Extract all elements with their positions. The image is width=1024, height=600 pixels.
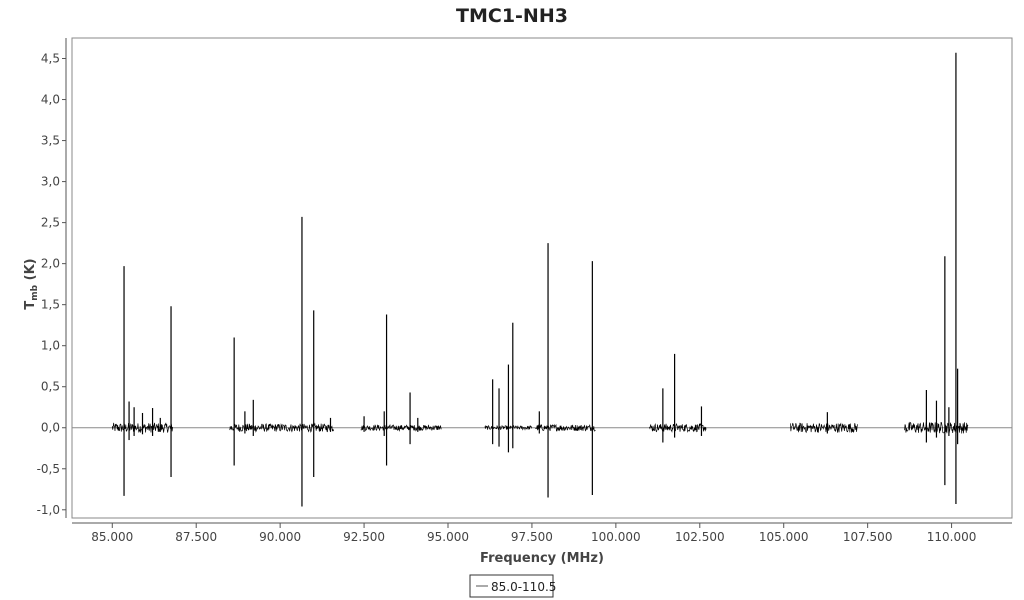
y-tick-label: -0,5 [37,462,60,476]
y-tick-label: 1,5 [41,298,60,312]
x-tick-label: 105.000 [759,530,809,544]
x-tick-label: 107.500 [843,530,893,544]
noise-segment [229,422,335,433]
y-tick-label: -1,0 [37,503,60,517]
y-axis-label-main: T [23,301,38,310]
y-tick-label: 0,0 [41,421,60,435]
noise-segment [649,423,707,433]
x-tick-label: 100.000 [591,530,641,544]
x-tick-label: 90.000 [259,530,301,544]
x-tick-label: 85.000 [91,530,133,544]
y-tick-label: 2,0 [41,257,60,271]
y-tick-label: 0,5 [41,380,60,394]
series-85-110 [111,52,969,507]
y-axis-label-sub: mb [30,284,40,300]
y-tick-label: 4,5 [41,52,60,66]
legend-entry-label: 85.0-110.5 [491,580,556,594]
legend[interactable]: 85.0-110.5 [469,574,556,598]
y-axis-ticks: -1,0 -0,5 0,0 0,5 1,0 1,5 2,0 2,5 3,0 3,5 4,0 4,5 [37,52,66,517]
x-tick-label: 97.500 [511,530,553,544]
legend-box [469,574,554,598]
x-tick-label: 92.500 [343,530,385,544]
y-tick-label: 3,0 [41,175,60,189]
y-axis-label-unit: (K) [23,258,38,284]
x-tick-label: 110.000 [927,530,977,544]
noise-segment [535,423,596,432]
y-tick-label: 1,0 [41,339,60,353]
noise-segment [360,424,442,432]
y-axis-label: Tmb (K) [23,258,40,309]
x-tick-label: 87.500 [175,530,217,544]
x-axis-ticks: 85.000 87.500 90.000 92.500 95.000 97.500 100.… [91,523,976,544]
y-tick-label: 4,0 [41,93,60,107]
plot-area [71,37,1013,519]
y-tick-label: 3,5 [41,134,60,148]
noise-segment [790,422,858,434]
x-tick-label: 95.000 [427,530,469,544]
chart-title: TMC1-NH3 [456,5,568,27]
x-tick-label: 102.500 [675,530,725,544]
y-tick-label: 2,5 [41,216,60,230]
x-axis-label: Frequency (MHz) [480,551,604,566]
